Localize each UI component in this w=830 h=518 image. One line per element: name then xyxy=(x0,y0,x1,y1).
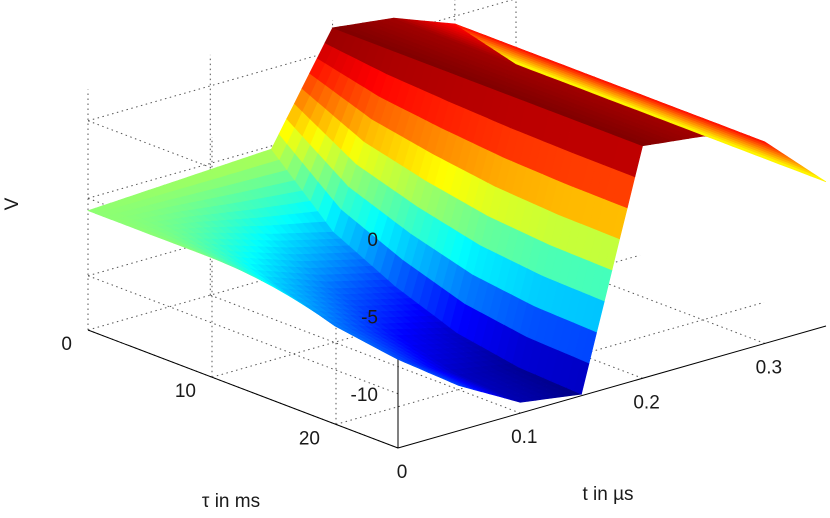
x-axis-label: t in µs xyxy=(582,484,633,505)
surface-mesh xyxy=(87,17,827,403)
y-tick-label: 10 xyxy=(175,381,196,402)
x-tick-label: 0.3 xyxy=(756,357,782,378)
z-axis-label: V xyxy=(2,197,23,210)
y-tick-label: 0 xyxy=(61,334,72,355)
floor-gridline xyxy=(335,301,765,425)
x-tick-label: 0.1 xyxy=(511,427,537,448)
surface-patch xyxy=(508,58,524,68)
z-tick-label: -5 xyxy=(361,307,378,328)
floor-gridline xyxy=(210,294,521,414)
y-tick-label: 20 xyxy=(299,428,320,449)
y-axis-label: τ in ms xyxy=(202,491,260,512)
tick-labels: 0 0.1 0.2 0.3 0 10 20 0 -5 -10 xyxy=(61,230,782,483)
z-tick-label: -10 xyxy=(351,385,378,406)
x-tick-label: 0.2 xyxy=(633,392,659,413)
side-wall-gridline xyxy=(87,275,399,395)
x-axis-line xyxy=(397,325,827,449)
z-tick-label: 0 xyxy=(367,230,378,251)
y-axis-line xyxy=(87,329,399,449)
back-wall-gridline xyxy=(87,0,514,122)
x-tick-label: 0 xyxy=(397,462,408,483)
